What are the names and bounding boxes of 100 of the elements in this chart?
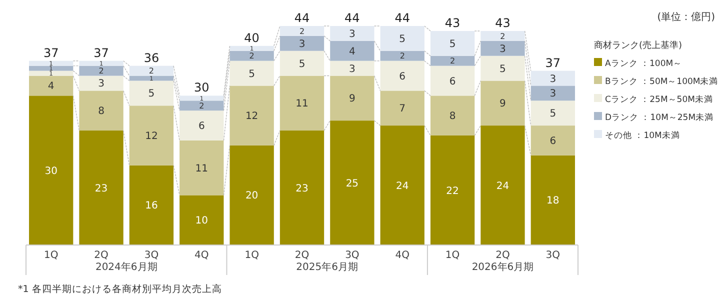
- data-label: 30: [44, 166, 58, 177]
- x-tick-label: 3Q: [345, 250, 360, 262]
- x-tick-label: 1Q: [445, 250, 460, 262]
- total-label: 44: [294, 11, 310, 25]
- bar: [79, 66, 124, 76]
- bar: [79, 90, 124, 131]
- bar: [480, 56, 525, 81]
- bar: [430, 66, 475, 96]
- bar: [129, 76, 174, 81]
- bar: [530, 86, 575, 101]
- bar: [480, 126, 525, 245]
- data-label: 5: [449, 38, 456, 50]
- total-label: 44: [344, 11, 360, 25]
- bar: [530, 155, 575, 245]
- data-label: 3: [550, 74, 556, 85]
- bar: [330, 40, 374, 61]
- bar: [280, 36, 324, 51]
- text: 2024年6月期: [95, 261, 158, 273]
- bar: [79, 76, 124, 91]
- data-label: 5: [298, 58, 306, 70]
- data-label: 18: [546, 196, 560, 207]
- data-label: 5: [550, 108, 556, 120]
- data-label: 12: [145, 131, 158, 142]
- legend-label: Bランク ：50M～100M未満: [605, 76, 718, 87]
- total-label: 37: [545, 56, 561, 70]
- data-label: 6: [449, 76, 456, 88]
- x-tick-label: 1Q: [244, 250, 260, 262]
- data-label: 2: [98, 66, 104, 76]
- bar: [79, 130, 124, 245]
- legend-label: Cランク ：25M～50M未満: [605, 94, 713, 105]
- text: *1 各四半期における各商材別平均月次売上高: [18, 283, 222, 295]
- bar: [380, 26, 424, 51]
- data-label: 3: [348, 64, 356, 75]
- x-tick-label: 2Q: [294, 250, 310, 262]
- data-label: 8: [449, 111, 456, 122]
- total-label: 36: [144, 50, 160, 65]
- bar: [480, 30, 525, 41]
- bar: [29, 60, 74, 66]
- data-label: 2: [450, 56, 456, 66]
- bar: [29, 96, 74, 245]
- bar: [430, 30, 475, 56]
- text: 2026年6月期: [472, 261, 534, 273]
- bar: [380, 126, 424, 245]
- data-label: 3: [298, 38, 306, 50]
- data-label: 23: [296, 183, 308, 194]
- total-label: 40: [244, 30, 260, 45]
- data-label: 24: [396, 180, 409, 192]
- bar: [180, 140, 224, 196]
- data-label: 2: [148, 66, 154, 76]
- x-tick-label: 3Q: [546, 250, 560, 262]
- data-label: 24: [496, 180, 510, 192]
- total-label: 44: [394, 11, 410, 25]
- bar: [330, 60, 374, 76]
- bar: [29, 66, 74, 71]
- bar: [480, 40, 525, 56]
- bar: [129, 80, 174, 106]
- data-label: 4: [48, 81, 54, 92]
- data-label: 2: [249, 52, 254, 61]
- bar: [230, 145, 274, 245]
- data-label: 11: [296, 98, 308, 110]
- bar: [129, 66, 174, 76]
- bar: [430, 56, 475, 66]
- bar: [330, 26, 374, 41]
- bar: [29, 76, 74, 96]
- bar: [230, 60, 274, 86]
- data-label: 10: [195, 216, 208, 227]
- data-label: 2: [500, 32, 506, 41]
- data-label: 12: [245, 111, 258, 122]
- data-label: 6: [399, 71, 406, 82]
- data-label: 9: [348, 94, 356, 105]
- data-label: 2: [400, 52, 405, 61]
- data-label: 25: [346, 178, 359, 190]
- bar: [280, 76, 324, 131]
- bar: [129, 165, 174, 245]
- total-label: 43: [495, 16, 510, 30]
- data-label: 16: [145, 200, 158, 212]
- x-tick-label: 2Q: [496, 250, 510, 262]
- total-label: 37: [94, 46, 109, 60]
- data-label: 3: [550, 88, 556, 100]
- bar: [29, 70, 74, 76]
- data-label: 7: [399, 104, 406, 115]
- bar: [530, 100, 575, 126]
- x-tick-label: 1Q: [44, 250, 58, 262]
- bar: [230, 86, 274, 146]
- total-label: 37: [43, 46, 59, 60]
- bar: [79, 60, 124, 66]
- bar: [380, 90, 424, 126]
- bar: [180, 100, 224, 111]
- data-label: 9: [500, 98, 506, 110]
- bar: [530, 126, 575, 156]
- data-label: 5: [500, 64, 506, 75]
- legend-label: Dランク ：10M～25M未満: [605, 112, 714, 123]
- data-label: 6: [550, 136, 556, 147]
- data-label: 5: [148, 88, 155, 100]
- legend-title: 商材ランク(売上基準): [594, 40, 682, 51]
- x-tick-label: 4Q: [194, 250, 209, 262]
- data-label: 4: [348, 46, 356, 58]
- bar: [129, 106, 174, 166]
- legend-label: その他 ：10M未満: [605, 130, 680, 141]
- text: 2025年6月期: [296, 261, 358, 273]
